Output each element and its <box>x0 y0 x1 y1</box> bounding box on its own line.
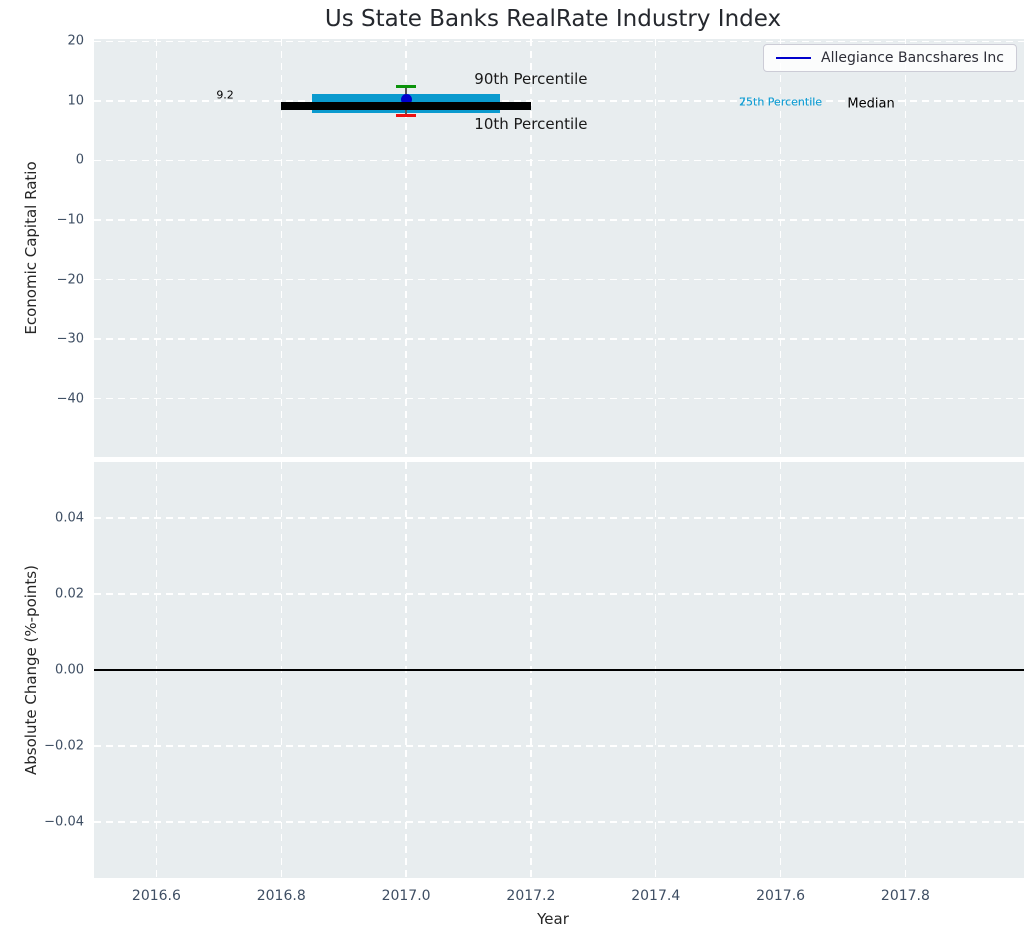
horizontal-gridline <box>94 219 1024 221</box>
horizontal-gridline <box>94 40 1024 43</box>
vertical-gridline <box>655 39 657 457</box>
median-line <box>281 101 531 110</box>
y-tick-label: −20 <box>56 272 84 288</box>
y-tick-label: 0.02 <box>55 586 84 602</box>
annotation-median-value: 9.2 <box>216 88 234 102</box>
vertical-gridline <box>904 39 907 457</box>
x-tick-label: 2017.4 <box>631 888 681 904</box>
horizontal-gridline <box>94 745 1024 747</box>
top-y-axis-label: Economic Capital Ratio <box>22 161 40 335</box>
vertical-gridline <box>405 39 407 457</box>
legend-label: Allegiance Bancshares Inc <box>821 50 1004 66</box>
annotation-90th-percentile: 90th Percentile <box>474 69 588 88</box>
horizontal-gridline <box>94 100 1024 102</box>
horizontal-gridline <box>94 593 1024 595</box>
y-tick-label: −0.04 <box>44 814 84 830</box>
x-tick-label: 2017.0 <box>381 888 431 904</box>
vertical-gridline <box>779 39 782 457</box>
horizontal-gridline <box>94 821 1024 823</box>
horizontal-gridline <box>94 278 1024 281</box>
horizontal-gridline <box>94 397 1024 400</box>
vertical-gridline <box>530 39 532 457</box>
x-tick-label: 2017.2 <box>506 888 556 904</box>
vertical-gridline <box>280 39 282 457</box>
y-tick-label: 0 <box>75 152 84 168</box>
y-tick-label: 10 <box>67 93 84 109</box>
legend-line-swatch <box>776 57 812 59</box>
x-tick-label: 2016.8 <box>256 888 306 904</box>
x-tick-label: 2017.8 <box>880 888 930 904</box>
zero-change-line <box>94 669 1024 671</box>
horizontal-gridline <box>94 517 1024 519</box>
90th-percentile-cap <box>396 85 417 89</box>
chart-title: Us State Banks RealRate Industry Index <box>324 6 782 32</box>
x-tick-label: 2016.6 <box>131 888 181 904</box>
bottom-axes <box>94 462 1024 878</box>
y-tick-label: −0.02 <box>44 738 84 754</box>
vertical-gridline <box>155 39 158 457</box>
legend: Allegiance Bancshares Inc <box>763 44 1017 72</box>
x-axis-label: Year <box>537 910 569 928</box>
annotation-median: Median <box>847 96 895 112</box>
bottom-y-axis-label: Absolute Change (%-points) <box>22 565 40 775</box>
company-data-point <box>400 93 412 105</box>
x-tick-label: 2017.6 <box>756 888 806 904</box>
annotation-75th-percentile: 75th Percentile <box>739 95 823 109</box>
y-tick-label: 0.04 <box>55 510 84 526</box>
y-tick-label: −30 <box>56 331 84 347</box>
annotation-25th-percentile: 25th Percentile <box>739 95 823 109</box>
annotation-10th-percentile: 10th Percentile <box>474 115 588 134</box>
y-tick-label: 20 <box>67 33 84 49</box>
top-axes: 90th Percentile 10th Percentile 75th Per… <box>94 39 1024 457</box>
horizontal-gridline <box>94 338 1024 340</box>
y-tick-label: −10 <box>56 212 84 228</box>
y-tick-label: −40 <box>56 391 84 407</box>
y-tick-label: 0.00 <box>55 662 84 678</box>
10th-percentile-cap <box>396 113 417 117</box>
horizontal-gridline <box>94 159 1024 162</box>
